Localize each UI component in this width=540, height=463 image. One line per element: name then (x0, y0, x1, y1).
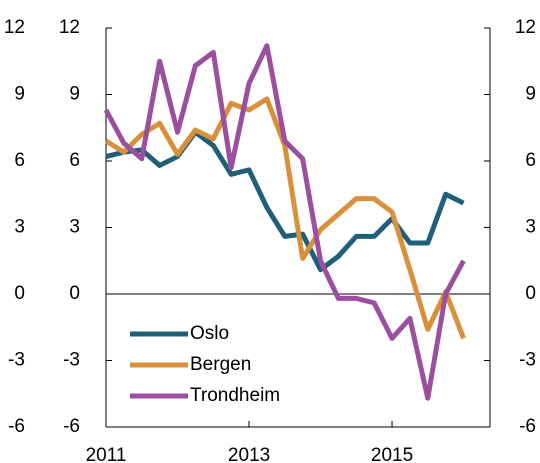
y2-tick-label: -3 (519, 350, 536, 371)
legend-label: Bergen (190, 354, 251, 375)
y-tick-label-outer: 6 (14, 150, 25, 171)
x-tick-label: 2013 (228, 445, 270, 463)
y-tick-label: -3 (63, 350, 80, 371)
y2-tick-label: -6 (519, 416, 536, 437)
series-line (104, 96, 466, 340)
y-tick-label-outer: -3 (8, 350, 25, 371)
x-tick-label: 2015 (371, 445, 413, 463)
y-tick-label: -6 (63, 416, 80, 437)
series-line (103, 43, 466, 401)
y2-tick-label: 0 (525, 283, 536, 304)
legend-label: Trondheim (190, 385, 280, 406)
y-tick-label: 6 (69, 150, 80, 171)
y-tick-label: 12 (59, 17, 80, 38)
y-tick-label-outer: 0 (14, 283, 25, 304)
y-tick-label-outer: -6 (8, 416, 25, 437)
y-tick-label: 3 (69, 217, 80, 238)
series-line (105, 129, 465, 273)
x-tick-label: 2011 (86, 445, 127, 463)
y2-tick-label: 3 (525, 217, 536, 238)
legend-label: Oslo (190, 323, 229, 344)
y-tick-label: 9 (69, 84, 80, 105)
y-tick-label-outer: 9 (14, 84, 25, 105)
y2-tick-label: 9 (525, 84, 536, 105)
y2-tick-label: 12 (515, 17, 536, 38)
y-tick-label-outer: 12 (4, 17, 25, 38)
y-tick-label: 0 (69, 283, 80, 304)
y-tick-label-outer: 3 (14, 217, 25, 238)
y2-tick-label: 6 (525, 150, 536, 171)
